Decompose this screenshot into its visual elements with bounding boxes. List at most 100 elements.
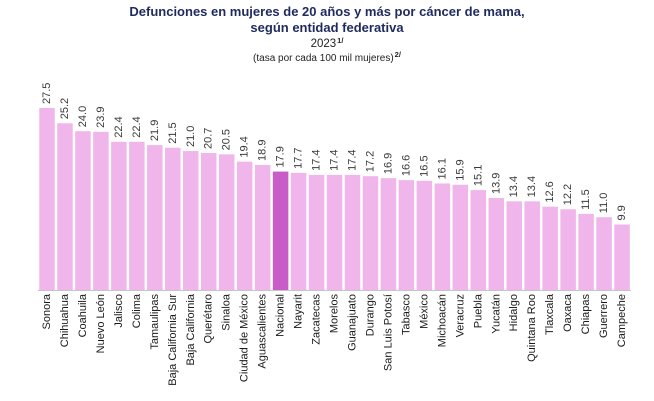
category-label-tabasco: Tabasco [400,294,412,335]
category-label-chiapas: Chiapas [580,294,592,335]
category-label-hidalgo: Hidalgo [508,294,520,331]
category-label-morelos: Morelos [329,294,341,334]
bar-san-luis-potosi [380,178,397,290]
value-label-nuevo-leon: 23.9 [95,106,107,127]
category-label-michoacan: Michoacán [436,294,448,347]
chart-unit-text: (tasa por cada 100 mil mujeres) [253,53,394,64]
bar-tamaulipas [147,145,163,290]
value-label-morelos: 17.4 [329,149,341,170]
value-label-campeche: 9.9 [616,205,628,220]
value-label-sonora: 27.5 [41,83,53,104]
bar-jalisco [111,141,127,290]
bar-yucatan [488,198,504,290]
value-label-hidalgo: 13.4 [508,176,520,197]
value-label-sinaloa: 20.5 [221,129,233,150]
chart-unit: (tasa por cada 100 mil mujeres)2/ [0,50,654,65]
bar-puebla [470,190,487,290]
value-label-oaxaca: 12.2 [562,184,574,205]
bar-baja-california [183,151,199,290]
category-label-yucatan: Yucatán [490,294,502,334]
bar-aguascalientes [254,164,271,290]
value-label-ciudad-de-mexico: 19.4 [239,136,251,157]
bar-ciudad-de-mexico [236,161,253,290]
value-label-quintana-roo: 13.4 [526,176,538,197]
category-label-san-luis-potosi: San Luis Potosí [382,294,394,371]
value-label-jalisco: 22.4 [113,116,125,137]
value-label-tabasco: 16.6 [400,155,412,176]
category-label-oaxaca: Oaxaca [562,293,574,332]
value-label-chiapas: 11.5 [580,189,592,210]
bar-nuevo-leon [93,131,109,290]
bar-tabasco [398,180,415,290]
category-label-nacional: Nacional [275,294,287,337]
bar-tlaxcala [542,206,558,290]
value-label-durango: 17.2 [364,151,376,172]
category-label-sonora: Sonora [41,293,53,329]
category-label-mexico: México [418,294,430,329]
value-label-colima: 22.4 [131,116,143,137]
bar-zacatecas [308,174,325,290]
value-label-guanajuato: 17.4 [346,149,358,170]
category-label-chihuahua: Chihuahua [59,293,71,347]
value-label-nacional: 17.9 [275,146,287,167]
value-label-chihuahua: 25.2 [59,98,71,119]
category-label-sinaloa: Sinaloa [221,293,233,331]
bar-morelos [326,174,343,290]
category-label-baja-california: Baja California [185,293,197,365]
bar-colima [129,141,145,290]
category-label-puebla: Puebla [472,293,484,328]
bar-queretaro [200,153,217,290]
bar-sinaloa [218,154,235,290]
bar-quintana-roo [524,201,540,290]
bar-durango [362,176,379,290]
category-label-colima: Colima [131,293,143,328]
bar-sonora [39,108,55,290]
value-label-tamaulipas: 21.9 [149,120,161,141]
bar-michoacan [434,183,451,290]
value-label-aguascalientes: 18.9 [257,140,269,161]
category-label-tamaulipas: Tamaulipas [149,294,161,350]
chart-title-line: Defunciones en mujeres de 20 años y más … [129,4,525,19]
value-label-puebla: 15.1 [472,165,484,186]
chart-year-footnote: 1/ [337,36,344,45]
chart-title: Defunciones en mujeres de 20 años y más … [0,4,654,35]
bar-guerrero [596,217,612,290]
bar-guanajuato [344,174,361,290]
value-label-zacatecas: 17.4 [311,149,323,170]
category-label-aguascalientes: Aguascalientes [257,294,269,369]
value-label-san-luis-potosi: 16.9 [382,153,394,174]
category-label-jalisco: Jalisco [113,294,125,328]
bar-campeche [614,224,630,290]
chart-year-text: 2023 [310,38,337,50]
value-label-guerrero: 11.0 [598,193,610,214]
bar-nacional [272,171,289,290]
bar-baja-california-sur [165,147,181,290]
value-label-michoacan: 16.1 [436,158,448,179]
bar-oaxaca [560,209,576,290]
category-label-nuevo-leon: Nuevo León [95,294,107,353]
bar-chihuahua [57,123,73,290]
category-label-guerrero: Guerrero [598,294,610,338]
value-label-yucatan: 13.9 [490,173,502,194]
category-label-nayarit: Nayarit [293,294,305,329]
value-label-mexico: 16.5 [418,155,430,176]
bar-coahuila [75,131,91,290]
chart-year: 20231/ [0,36,654,52]
value-label-baja-california-sur: 21.5 [167,122,179,143]
chart-title-line: según entidad federativa [250,19,404,35]
bar-mexico [416,180,433,290]
category-label-campeche: Campeche [616,294,628,347]
value-label-queretaro: 20.7 [203,128,215,149]
category-label-veracruz: Veracruz [454,294,466,337]
value-label-veracruz: 15.9 [454,159,466,180]
category-label-baja-california-sur: Baja California Sur [167,294,179,386]
value-label-nayarit: 17.7 [293,147,305,168]
bar-nayarit [290,172,307,290]
value-label-baja-california: 21.0 [185,126,197,147]
category-label-zacatecas: Zacatecas [311,294,323,345]
value-label-coahuila: 24.0 [77,106,89,127]
category-label-quintana-roo: Quintana Roo [526,294,538,362]
category-label-durango: Durango [364,294,376,336]
bar-hidalgo [506,201,522,290]
